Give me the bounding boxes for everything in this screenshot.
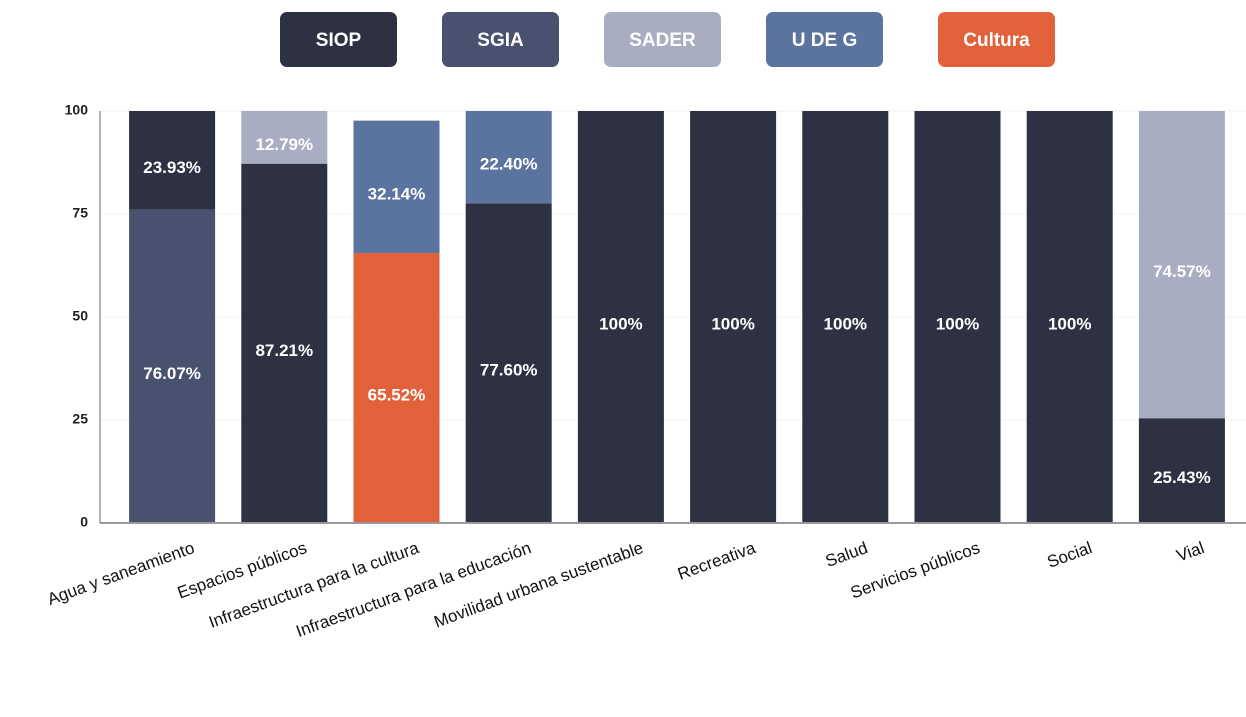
bar-segment — [1026, 111, 1113, 523]
data-label: 100% — [824, 314, 867, 333]
bar-segment — [914, 111, 1001, 523]
bar-segment — [129, 209, 216, 523]
bar-segment — [241, 163, 328, 523]
bar-segment — [577, 111, 664, 523]
y-tick-label: 25 — [72, 411, 88, 427]
bar-segment — [690, 111, 777, 523]
data-label: 22.40% — [480, 155, 538, 174]
legend-label: Cultura — [963, 30, 1030, 51]
y-tick-label: 75 — [72, 205, 88, 221]
x-tick-label: Servicios públicos — [848, 538, 982, 602]
legend-swatch — [766, 12, 883, 67]
legend-swatch — [280, 12, 397, 67]
bar-segment — [465, 111, 552, 204]
y-tick-label: 0 — [80, 514, 88, 530]
bar-segment — [802, 111, 889, 523]
bar-segment — [353, 253, 440, 523]
legend-swatch — [938, 12, 1055, 67]
x-tick-label: Vial — [1174, 538, 1207, 565]
bar-segment — [241, 111, 328, 164]
data-label: 77.60% — [480, 361, 538, 380]
x-tick-label: Recreativa — [675, 538, 758, 584]
x-tick-label: Movilidad urbana sustentable — [431, 538, 645, 631]
data-label: 23.93% — [143, 158, 201, 177]
legend-label: SIOP — [316, 30, 362, 51]
legend-label: SGIA — [477, 30, 524, 51]
x-tick-label: Social — [1045, 538, 1095, 572]
bar-segment — [129, 111, 216, 210]
data-label: 74.57% — [1153, 262, 1211, 281]
legend-swatch — [604, 12, 721, 67]
data-label: 25.43% — [1153, 468, 1211, 487]
data-label: 100% — [599, 314, 642, 333]
bar-segment — [353, 120, 440, 254]
x-tick-label: Agua y saneamiento — [45, 538, 197, 609]
data-label: 100% — [711, 314, 754, 333]
y-tick-label: 100 — [65, 102, 89, 118]
y-tick-label: 50 — [72, 308, 88, 324]
bar-segment — [465, 203, 552, 523]
x-tick-label: Salud — [823, 538, 870, 571]
bar-segment — [1138, 418, 1225, 523]
legend-label: U DE G — [792, 30, 857, 51]
data-label: 100% — [936, 314, 979, 333]
bar-segment — [1138, 111, 1225, 419]
legend-label: SADER — [629, 30, 696, 51]
data-label: 65.52% — [368, 386, 426, 405]
legend-swatch — [442, 12, 559, 67]
data-label: 32.14% — [368, 184, 426, 203]
data-label: 12.79% — [255, 135, 313, 154]
data-label: 87.21% — [255, 341, 313, 360]
data-label: 76.07% — [143, 364, 201, 383]
data-label: 100% — [1048, 314, 1091, 333]
